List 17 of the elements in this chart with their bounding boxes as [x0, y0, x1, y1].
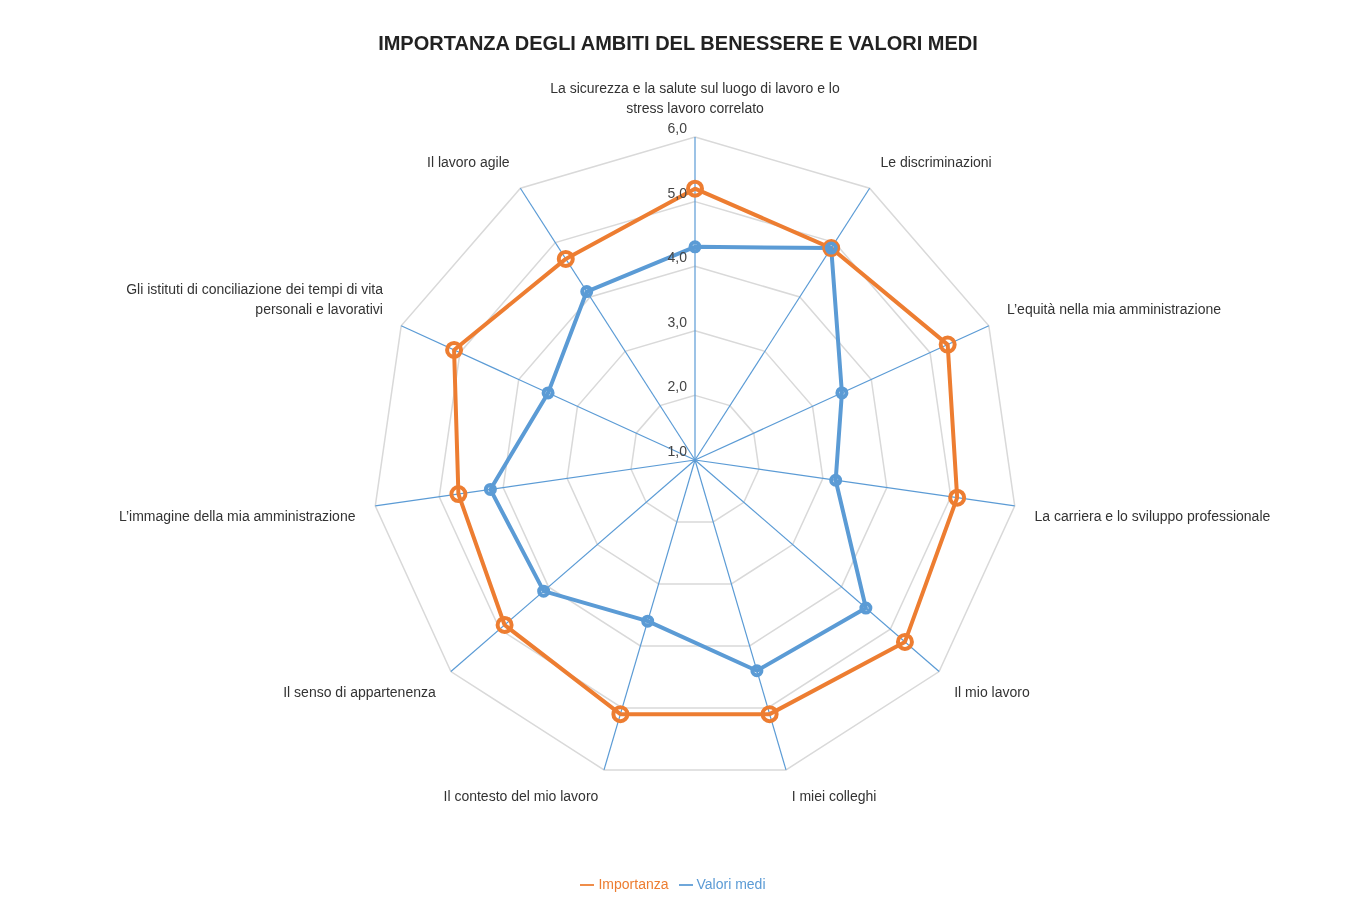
spoke-label: La sicurezza e la salute sul luogo di lavoro e lo stress lavoro correlato: [550, 80, 840, 116]
spoke-label: I miei colleghi: [791, 788, 877, 805]
spoke-label: Il contesto del mio lavoro: [443, 788, 599, 805]
spoke-label: Gli istituti di conciliazione dei tempi di vita personali e lavorativi: [126, 280, 384, 317]
y-tick-label: 3,0: [667, 313, 688, 330]
y-tick-label: 6,0: [667, 120, 688, 136]
spoke-label: L’immagine della mia amministrazione: [118, 507, 356, 524]
legend-label: Importanza: [598, 875, 669, 892]
spoke-label: Il senso di appartenenza: [283, 683, 436, 700]
spoke-label: Le discriminazioni: [880, 154, 992, 171]
y-tick-label: 2,0: [667, 378, 688, 395]
spoke-label: L’equità nella mia amministrazione: [1007, 300, 1222, 317]
legend-label: Valori medi: [696, 875, 766, 892]
spoke-label: Il mio lavoro: [954, 683, 1030, 700]
spoke-label: La carriera e lo sviluppo professionale: [1034, 507, 1271, 524]
spoke-label: Il lavoro agile: [427, 154, 510, 171]
chart-title: IMPORTANZA DEGLI AMBITI DEL BENESSERE E VALORI MEDI: [377, 31, 979, 56]
